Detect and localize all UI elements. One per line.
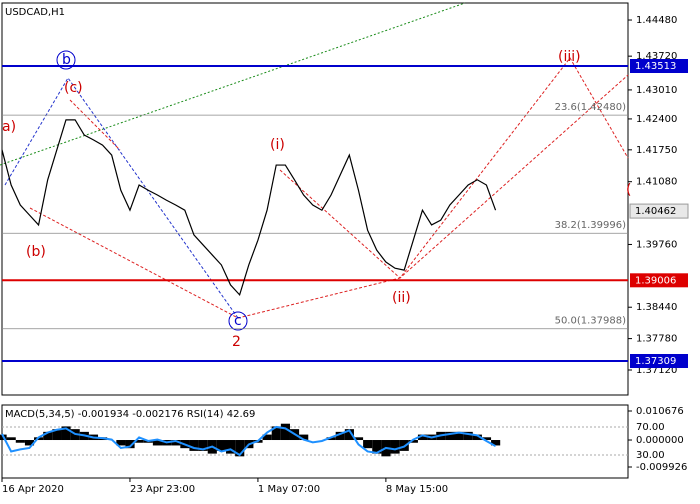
macd-bar	[226, 440, 236, 454]
macd-bar	[125, 440, 135, 449]
main-panel	[1, 2, 629, 396]
x-tick-label: 23 Apr 23:00	[130, 484, 195, 495]
macd-bar	[335, 431, 345, 441]
macd-bar	[6, 437, 16, 441]
macd-bar	[152, 440, 163, 446]
wave-line	[69, 99, 121, 151]
y-tick-label: 1.43010	[636, 85, 677, 96]
wave-line	[4, 77, 239, 319]
wave-label: (i)	[270, 137, 285, 153]
macd-bar	[262, 434, 272, 441]
macd-bar	[235, 440, 245, 457]
macd-bar	[134, 440, 144, 443]
chart-title: USDCAD,H1	[5, 7, 65, 18]
macd-bar	[445, 431, 455, 441]
price-label: 1.40462	[635, 206, 676, 217]
macd-bar	[344, 429, 354, 441]
macd-bar	[417, 434, 428, 441]
y2-tick-label: 30.00	[636, 450, 665, 461]
macd-bar	[15, 440, 25, 443]
level-box	[630, 59, 688, 74]
macd-bar	[24, 440, 35, 446]
wave-circle	[228, 311, 248, 331]
macd-bar	[52, 429, 62, 441]
indicator-title: MACD(5,34,5) -0.001934 -0.002176 RSI(14)…	[5, 409, 255, 420]
wave-label: (c)	[64, 80, 83, 96]
indicator-panel	[1, 404, 629, 479]
macd-bar	[216, 440, 226, 451]
macd-bar	[372, 440, 382, 454]
macd-bar	[280, 423, 290, 441]
wave-label: (	[626, 182, 631, 198]
macd-bar	[171, 440, 181, 446]
level-box	[630, 354, 688, 369]
wave-label: (iii)	[558, 49, 581, 65]
wave-label: (b)	[26, 244, 46, 260]
macd-bar	[116, 440, 126, 446]
y-tick-label: 0.010676	[636, 406, 684, 417]
level-label: 1.39006	[635, 275, 676, 286]
wave-label: (ii)	[392, 290, 411, 306]
macd-bar	[363, 440, 373, 449]
x-tick-label: 1 May 07:00	[258, 484, 320, 495]
price-box	[629, 203, 689, 219]
y-tick-label: 1.39760	[636, 239, 677, 250]
macd-bar	[491, 440, 501, 446]
x-tick-label: 16 Apr 2020	[2, 484, 64, 495]
macd-bar	[61, 426, 71, 441]
level-box	[630, 273, 688, 288]
x-tick-label: 8 May 15:00	[386, 484, 448, 495]
y-tick-label: 1.43720	[636, 51, 677, 62]
wave-label: c	[234, 313, 242, 329]
wave-circle	[56, 50, 76, 70]
macd-bar	[353, 437, 364, 441]
fib-label: 38.2(1.39996)	[555, 220, 627, 231]
fib-label: 50.0(1.37988)	[555, 316, 627, 327]
y-tick-label: 1.38440	[636, 302, 677, 313]
rsi-line	[1, 425, 497, 457]
y-tick-label: -0.009926	[636, 462, 687, 473]
macd-bar	[299, 434, 309, 441]
wave-label: b	[62, 52, 71, 68]
macd-bar	[326, 437, 336, 441]
level-label: 1.37309	[635, 356, 676, 367]
wave-lines	[0, 2, 629, 331]
macd-bar	[189, 440, 199, 451]
level-label: 1.43513	[635, 61, 676, 72]
y-tick-label: 1.42400	[636, 114, 677, 125]
macd-bar	[472, 434, 482, 441]
macd-bar	[463, 431, 473, 441]
wave-label: a)	[2, 119, 16, 135]
macd-bar	[481, 437, 492, 441]
y-tick-label: 1.37120	[636, 365, 677, 376]
fib-label: 23.6(1.42480)	[555, 102, 627, 113]
y-tick-label: 1.41750	[636, 145, 677, 156]
macd-bar	[271, 426, 281, 441]
wave-label: 2	[232, 334, 241, 350]
y-tick-label: 0.000000	[636, 435, 684, 446]
macd-bar	[390, 440, 400, 454]
macd-bar	[43, 431, 53, 441]
wave-line	[279, 74, 629, 279]
y-tick-label: 1.37780	[636, 334, 677, 345]
macd-bar	[408, 440, 418, 443]
macd-bar	[198, 440, 208, 451]
y-tick-label: 1.41080	[636, 177, 677, 188]
y-tick-label: 1.44480	[636, 15, 677, 26]
macd-bar	[454, 431, 464, 441]
price-line	[1, 119, 497, 297]
y2-tick-label: 70.00	[636, 422, 665, 433]
